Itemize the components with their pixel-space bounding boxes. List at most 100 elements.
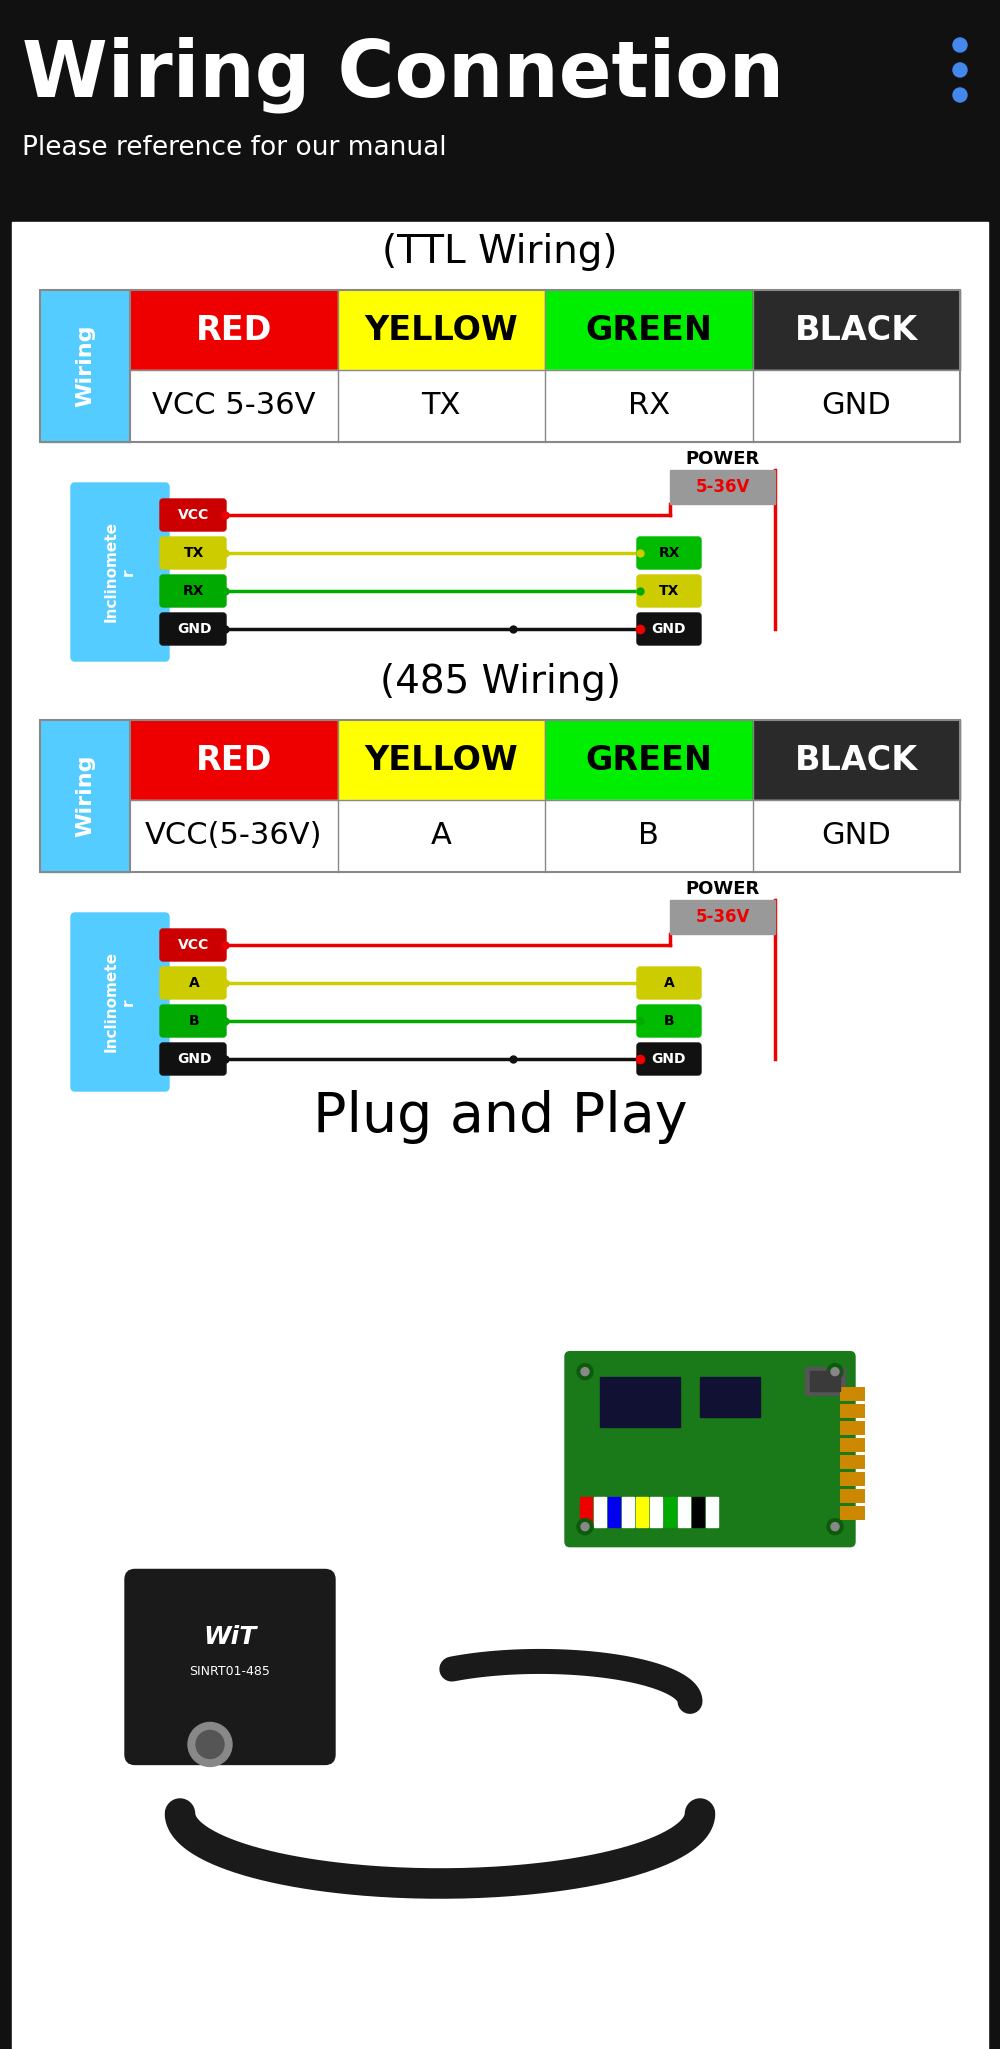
FancyBboxPatch shape bbox=[160, 500, 226, 531]
Bar bbox=[545, 799, 753, 873]
FancyBboxPatch shape bbox=[160, 928, 226, 961]
Circle shape bbox=[953, 39, 967, 51]
Text: VCC(5-36V): VCC(5-36V) bbox=[145, 822, 322, 850]
Bar bbox=[0, 0, 1000, 209]
Text: YELLOW: YELLOW bbox=[364, 313, 518, 346]
Text: Wiring: Wiring bbox=[75, 754, 95, 838]
Text: GREEN: GREEN bbox=[585, 744, 712, 777]
Bar bbox=[608, 1496, 620, 1527]
Text: RED: RED bbox=[196, 313, 272, 346]
Text: TX: TX bbox=[659, 584, 679, 598]
Bar bbox=[840, 1471, 865, 1486]
Bar bbox=[753, 799, 960, 873]
Circle shape bbox=[581, 1522, 589, 1531]
FancyBboxPatch shape bbox=[637, 1043, 701, 1076]
FancyBboxPatch shape bbox=[565, 1352, 855, 1547]
Text: (TTL Wiring): (TTL Wiring) bbox=[382, 234, 618, 270]
Circle shape bbox=[196, 1731, 224, 1758]
Text: 5-36V: 5-36V bbox=[695, 477, 750, 496]
Text: GREEN: GREEN bbox=[585, 313, 712, 346]
Bar bbox=[840, 1404, 865, 1418]
Bar bbox=[40, 291, 130, 443]
Text: GND: GND bbox=[652, 623, 686, 635]
FancyBboxPatch shape bbox=[125, 1570, 335, 1764]
Bar bbox=[594, 1496, 606, 1527]
Bar bbox=[753, 719, 960, 799]
Bar bbox=[706, 1496, 718, 1527]
Text: VCC: VCC bbox=[178, 508, 210, 522]
Bar bbox=[338, 291, 545, 371]
Bar bbox=[338, 371, 545, 443]
Bar bbox=[650, 1496, 662, 1527]
Text: Wiring Connetion: Wiring Connetion bbox=[22, 37, 784, 113]
Bar bbox=[545, 719, 753, 799]
Circle shape bbox=[188, 1723, 232, 1766]
FancyBboxPatch shape bbox=[160, 1043, 226, 1076]
Bar bbox=[545, 291, 753, 371]
Text: POWER: POWER bbox=[685, 451, 760, 467]
Text: BLACK: BLACK bbox=[795, 313, 918, 346]
Text: BLACK: BLACK bbox=[795, 744, 918, 777]
Text: POWER: POWER bbox=[685, 879, 760, 897]
Text: B: B bbox=[664, 1014, 674, 1029]
FancyBboxPatch shape bbox=[160, 967, 226, 1000]
Bar bbox=[636, 1496, 648, 1527]
Bar bbox=[580, 1496, 592, 1527]
Text: A: A bbox=[431, 822, 452, 850]
Text: A: A bbox=[189, 975, 199, 990]
Bar bbox=[12, 221, 988, 2049]
Bar bbox=[30, 1168, 970, 2029]
Circle shape bbox=[577, 1518, 593, 1535]
Text: RX: RX bbox=[183, 584, 205, 598]
Bar bbox=[338, 719, 545, 799]
Text: RX: RX bbox=[658, 545, 680, 559]
Bar bbox=[840, 1455, 865, 1469]
Text: GND: GND bbox=[177, 623, 211, 635]
Text: Inclinomete
r: Inclinomete r bbox=[104, 951, 136, 1053]
FancyBboxPatch shape bbox=[637, 537, 701, 570]
Bar bbox=[692, 1496, 704, 1527]
Text: Inclinomete
r: Inclinomete r bbox=[104, 522, 136, 623]
Bar bbox=[40, 719, 130, 873]
Circle shape bbox=[953, 88, 967, 102]
Bar bbox=[600, 1377, 680, 1426]
Text: RED: RED bbox=[196, 744, 272, 777]
Text: Wiring: Wiring bbox=[75, 324, 95, 408]
Text: Plug and Play: Plug and Play bbox=[313, 1090, 687, 1143]
Bar bbox=[753, 371, 960, 443]
FancyBboxPatch shape bbox=[637, 1004, 701, 1037]
Bar bbox=[805, 1367, 845, 1395]
Circle shape bbox=[827, 1518, 843, 1535]
Circle shape bbox=[831, 1367, 839, 1375]
Text: (485 Wiring): (485 Wiring) bbox=[380, 664, 620, 701]
Text: SINRT01-485: SINRT01-485 bbox=[190, 1666, 270, 1678]
Text: B: B bbox=[638, 822, 659, 850]
Text: TX: TX bbox=[422, 391, 461, 420]
Bar bbox=[664, 1496, 676, 1527]
Text: WiT: WiT bbox=[203, 1625, 257, 1649]
Text: A: A bbox=[664, 975, 674, 990]
Text: GND: GND bbox=[821, 391, 891, 420]
FancyBboxPatch shape bbox=[160, 576, 226, 607]
Text: VCC 5-36V: VCC 5-36V bbox=[152, 391, 316, 420]
Text: RX: RX bbox=[628, 391, 670, 420]
Circle shape bbox=[831, 1522, 839, 1531]
Circle shape bbox=[953, 64, 967, 78]
Text: TX: TX bbox=[184, 545, 204, 559]
Bar bbox=[40, 719, 960, 873]
FancyBboxPatch shape bbox=[71, 484, 169, 662]
Circle shape bbox=[581, 1367, 589, 1375]
Bar bbox=[840, 1438, 865, 1451]
Bar bbox=[545, 371, 753, 443]
FancyBboxPatch shape bbox=[637, 576, 701, 607]
Bar bbox=[130, 719, 338, 799]
Bar bbox=[700, 1377, 760, 1416]
Bar bbox=[622, 1496, 634, 1527]
Bar bbox=[130, 371, 338, 443]
Bar bbox=[130, 799, 338, 873]
Text: GND: GND bbox=[177, 1051, 211, 1065]
Text: 5-36V: 5-36V bbox=[695, 908, 750, 926]
Bar bbox=[130, 291, 338, 371]
Bar bbox=[840, 1387, 865, 1402]
Bar bbox=[810, 1371, 840, 1391]
